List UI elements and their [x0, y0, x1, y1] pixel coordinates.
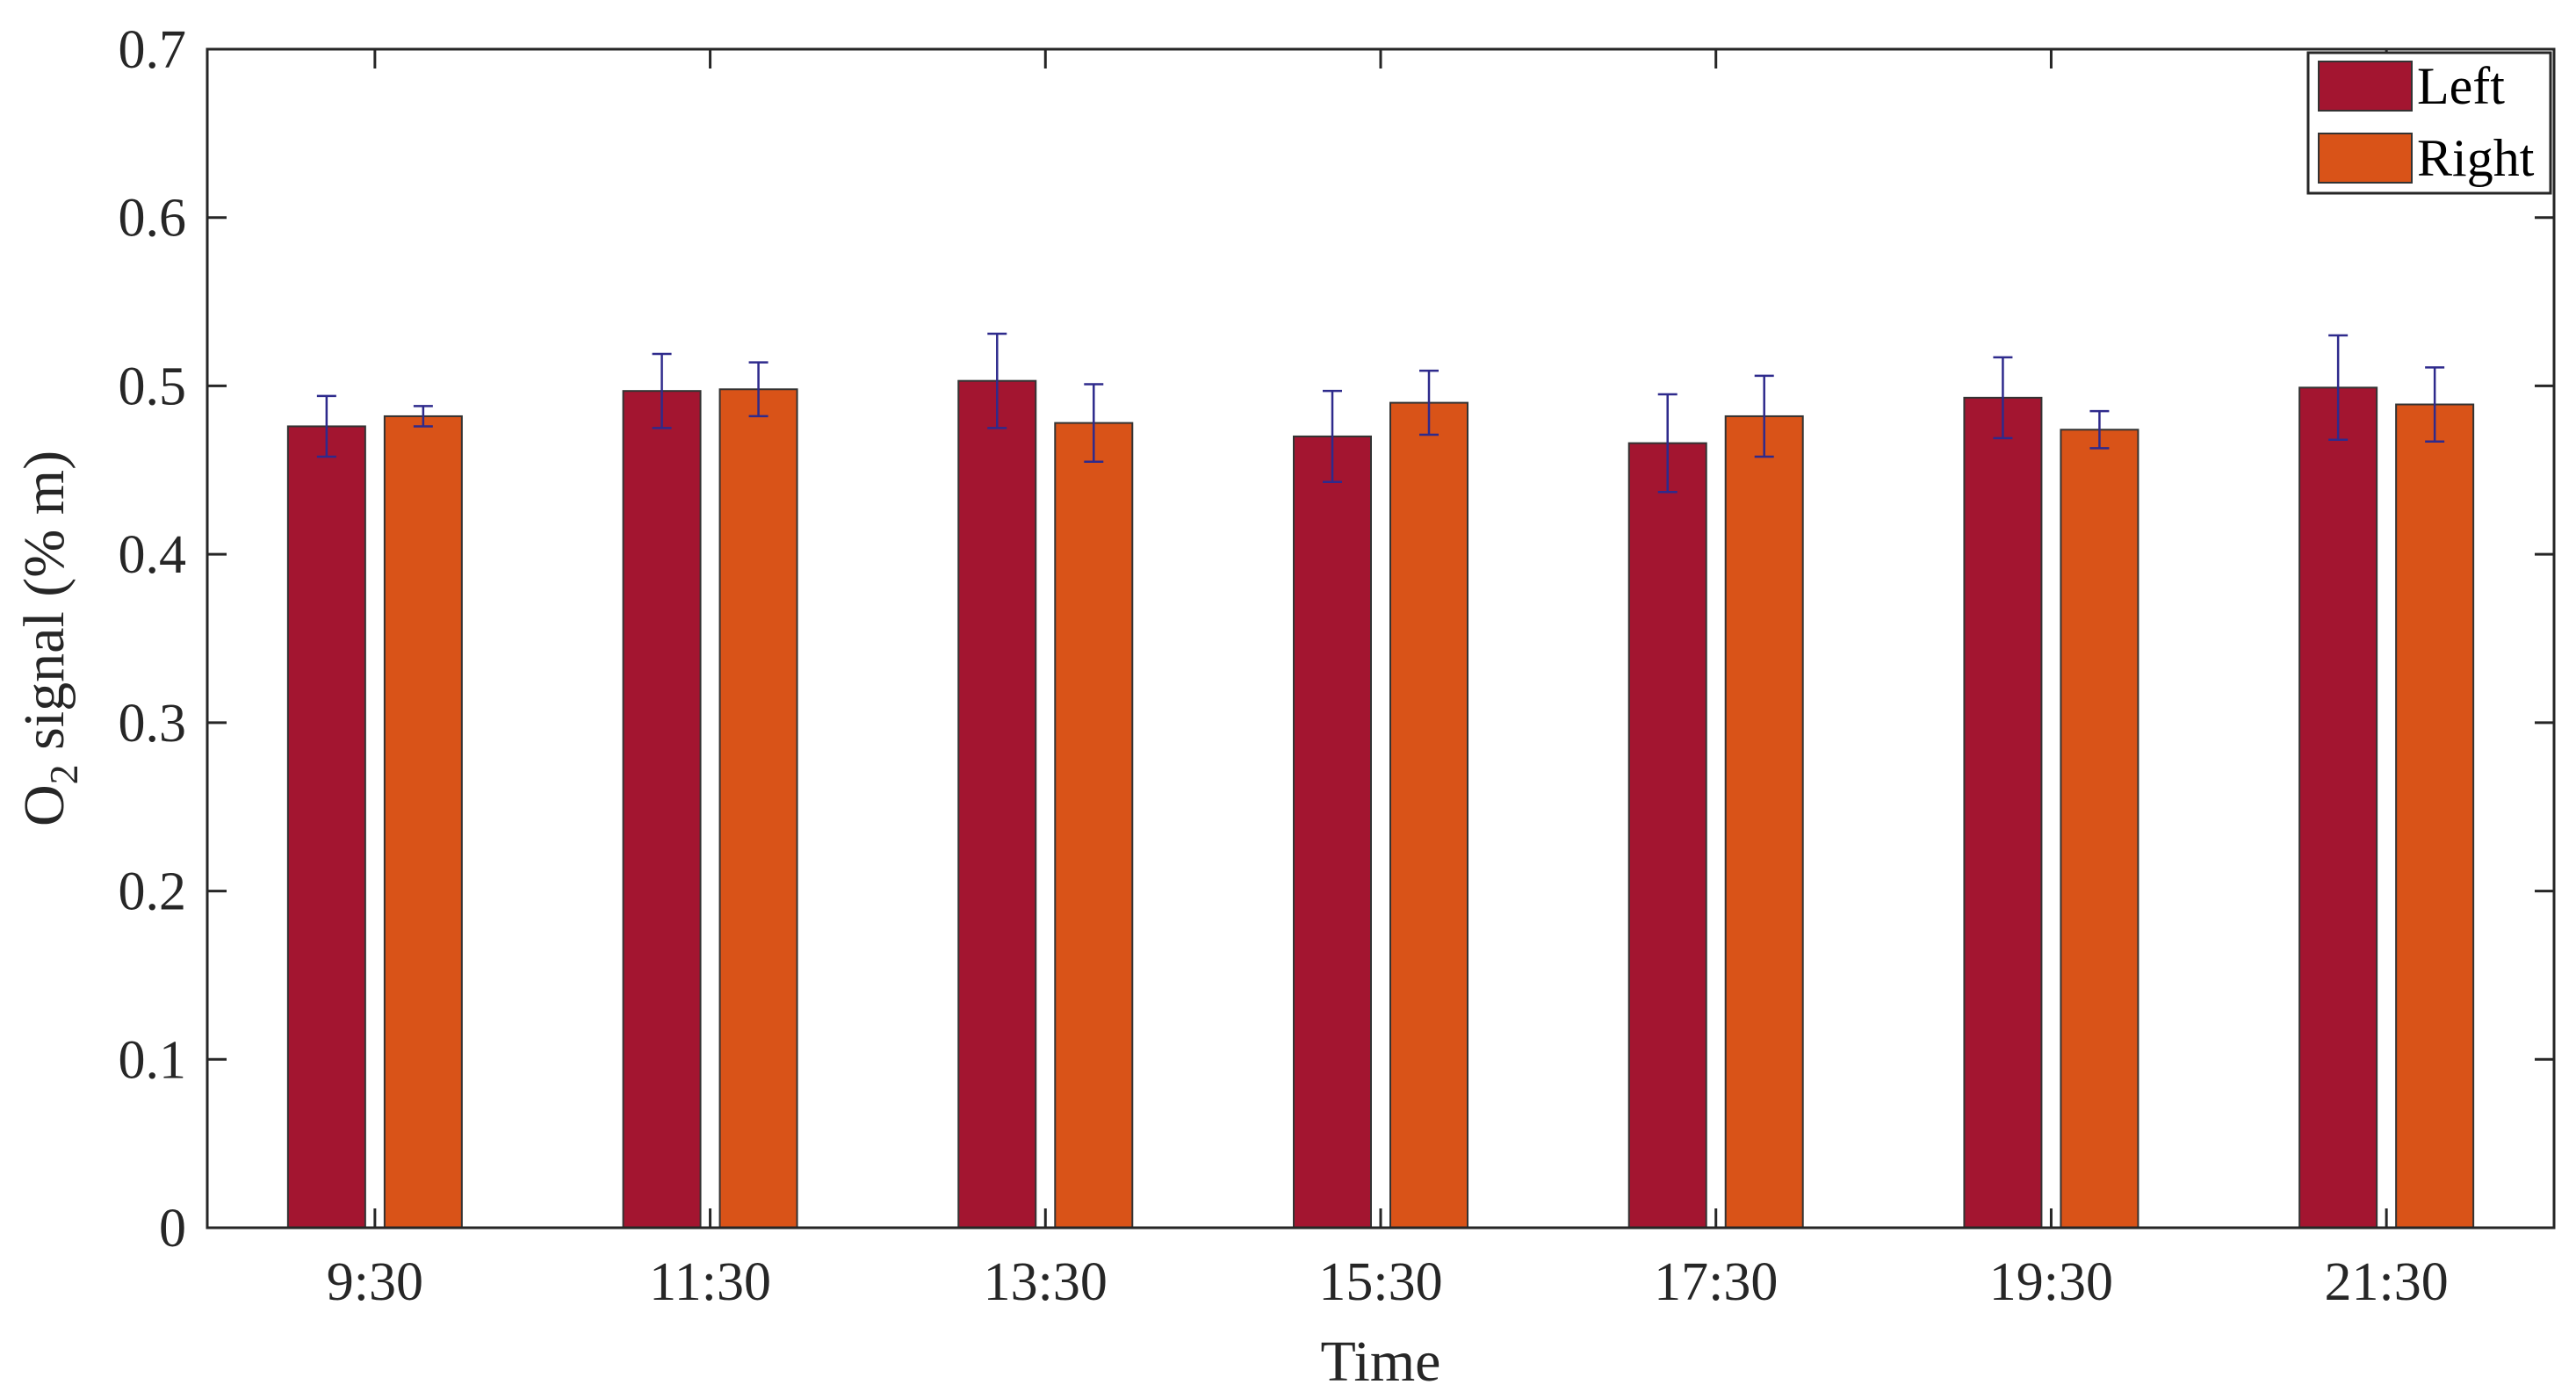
bar-right-1330 — [1054, 422, 1134, 1229]
legend-swatch-right — [2318, 133, 2413, 184]
bar-left-930 — [286, 425, 366, 1229]
svg-text:O2 signal (% m): O2 signal (% m) — [12, 451, 86, 826]
y-tick-label: 0.6 — [119, 189, 187, 249]
plot-area — [207, 49, 2554, 1228]
x-tick-label: 21:30 — [2325, 1252, 2449, 1312]
error-bars-layer — [316, 332, 2445, 494]
bar-left-1930 — [1963, 396, 2043, 1229]
bar-left-1730 — [1627, 442, 1707, 1229]
x-tick-label: 15:30 — [1318, 1252, 1442, 1312]
bar-right-930 — [383, 415, 463, 1229]
legend-swatch-left — [2318, 61, 2413, 112]
x-tick-label: 17:30 — [1654, 1252, 1778, 1312]
legend: Left Right — [2306, 51, 2552, 195]
y-tick-label: 0.5 — [119, 357, 187, 416]
y-tick-label: 0.3 — [119, 694, 187, 754]
bar-right-1530 — [1389, 401, 1468, 1230]
y-axis-label-main: O — [12, 784, 76, 826]
legend-label-right: Right — [2417, 129, 2535, 187]
y-axis-label-subscript: 2 — [41, 764, 86, 784]
x-ticks-layer: 9:30 11:30 13:30 15:30 17:30 19:30 21:30 — [327, 49, 2449, 1312]
bars-layer — [286, 379, 2475, 1230]
bar-right-1730 — [1724, 415, 1804, 1229]
x-tick-label: 19:30 — [1989, 1252, 2113, 1312]
legend-label-left: Left — [2417, 57, 2505, 115]
x-tick-label: 9:30 — [327, 1252, 423, 1312]
bar-left-1530 — [1293, 435, 1372, 1229]
y-tick-label: 0.7 — [119, 20, 187, 80]
y-ticks-layer: 0 0.1 0.2 0.3 0.4 0.5 0.6 0.7 — [119, 20, 2554, 1258]
y-axis-label-rest: signal (% m) — [12, 451, 76, 764]
y-tick-label: 0.2 — [119, 862, 187, 922]
y-tick-label: 0.4 — [119, 525, 187, 585]
y-axis-label: O2 signal (% m) — [12, 451, 86, 826]
bar-left-2130 — [2298, 386, 2378, 1229]
x-tick-label: 11:30 — [649, 1252, 771, 1312]
bar-left-1330 — [957, 379, 1037, 1230]
y-tick-label: 0.1 — [119, 1030, 187, 1090]
x-axis-label: Time — [1321, 1330, 1441, 1394]
x-tick-label: 13:30 — [984, 1252, 1108, 1312]
y-tick-label: 0 — [159, 1199, 186, 1258]
bar-right-1130 — [718, 388, 798, 1229]
bar-right-2130 — [2395, 403, 2475, 1229]
bar-right-1930 — [2060, 429, 2139, 1229]
bar-left-1130 — [622, 390, 702, 1229]
